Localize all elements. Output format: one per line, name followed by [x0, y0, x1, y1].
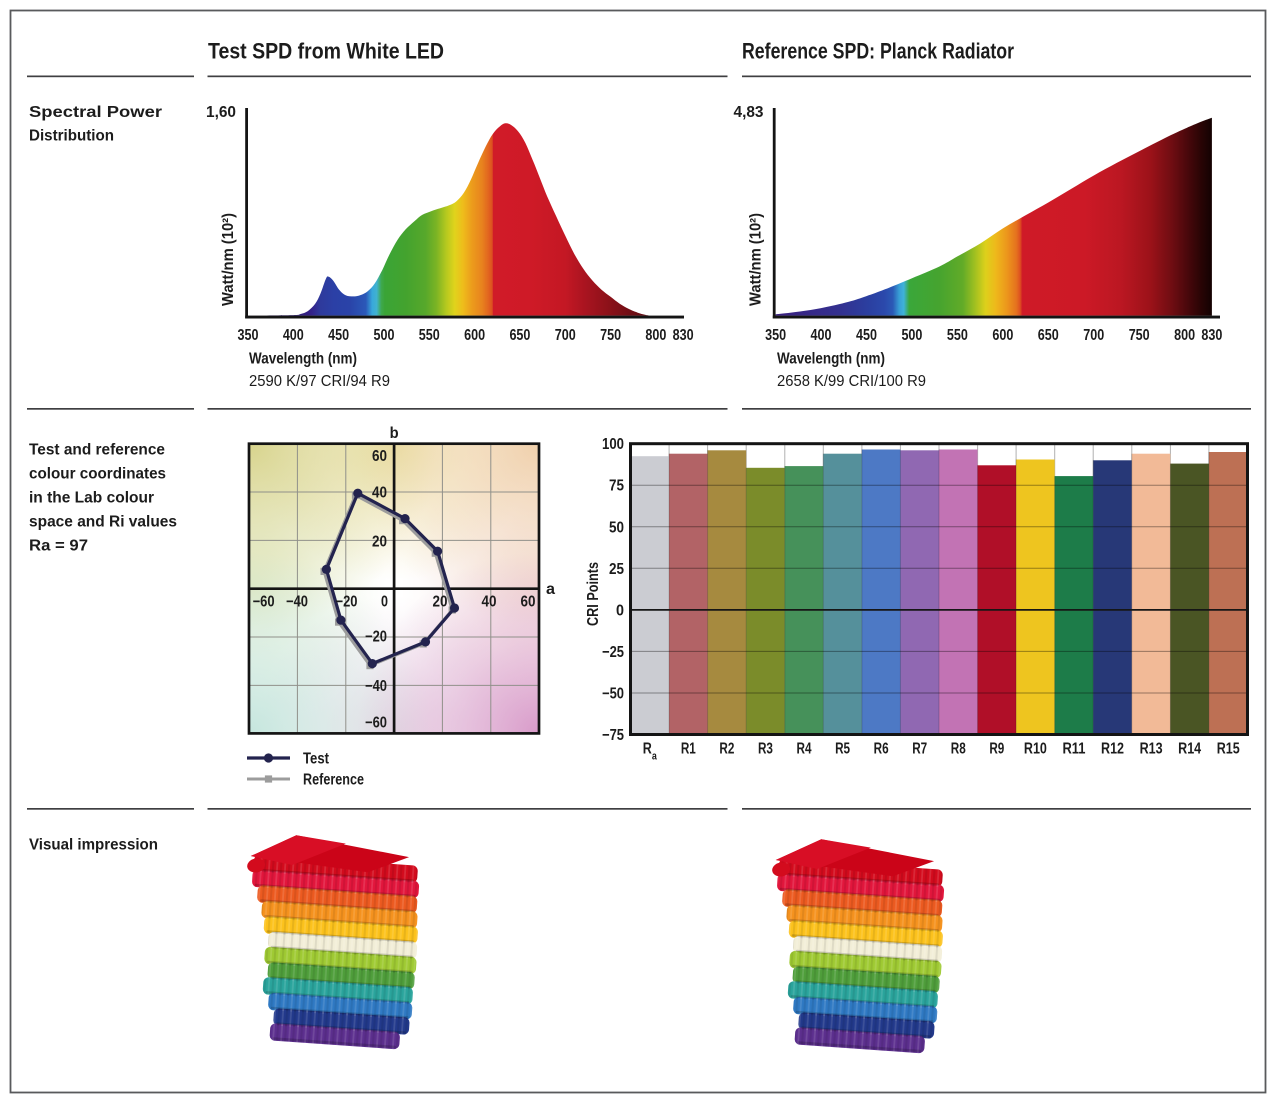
svg-text:800: 800 [1174, 327, 1195, 344]
svg-text:750: 750 [1129, 327, 1150, 344]
svg-text:R4: R4 [797, 741, 812, 758]
svg-text:450: 450 [856, 327, 877, 344]
svg-text:R13: R13 [1140, 741, 1163, 758]
svg-text:Test and reference: Test and reference [29, 441, 165, 458]
svg-text:Distribution: Distribution [29, 128, 114, 145]
svg-text:−60: −60 [253, 594, 275, 611]
svg-text:500: 500 [901, 327, 922, 344]
svg-text:2590 K/97 CRI/94 R9: 2590 K/97 CRI/94 R9 [249, 373, 390, 390]
svg-text:CRI Points: CRI Points [585, 562, 602, 626]
svg-text:4,83: 4,83 [734, 104, 764, 121]
svg-text:Watt/nm (10²): Watt/nm (10²) [220, 213, 237, 306]
svg-text:R7: R7 [912, 741, 927, 758]
svg-text:colour coordinates: colour coordinates [29, 465, 166, 482]
svg-text:60: 60 [372, 448, 387, 465]
svg-text:Test: Test [303, 751, 329, 768]
svg-text:830: 830 [1201, 327, 1222, 344]
svg-text:2658 K/99 CRI/100 R9: 2658 K/99 CRI/100 R9 [777, 373, 926, 390]
svg-text:700: 700 [555, 327, 576, 344]
svg-text:600: 600 [464, 327, 485, 344]
svg-text:0: 0 [616, 602, 624, 619]
svg-text:1,60: 1,60 [206, 104, 236, 121]
svg-text:450: 450 [328, 327, 349, 344]
svg-text:Wavelength (nm): Wavelength (nm) [777, 351, 885, 368]
svg-text:0: 0 [381, 594, 388, 611]
svg-text:50: 50 [609, 519, 624, 536]
svg-text:R9: R9 [989, 741, 1004, 758]
svg-text:space and Ri values: space and Ri values [29, 513, 177, 530]
svg-text:−50: −50 [602, 685, 624, 702]
svg-text:75: 75 [609, 478, 624, 495]
svg-text:b: b [390, 425, 399, 442]
svg-text:Visual impression: Visual impression [29, 837, 158, 854]
svg-text:500: 500 [373, 327, 394, 344]
svg-text:550: 550 [947, 327, 968, 344]
svg-text:750: 750 [600, 327, 621, 344]
svg-text:650: 650 [509, 327, 530, 344]
svg-text:400: 400 [283, 327, 304, 344]
svg-text:350: 350 [238, 327, 259, 344]
svg-text:in the Lab colour: in the Lab colour [29, 489, 154, 506]
svg-text:−40: −40 [365, 678, 387, 695]
svg-text:25: 25 [609, 561, 624, 578]
svg-text:800: 800 [645, 327, 666, 344]
svg-text:350: 350 [765, 327, 786, 344]
svg-text:650: 650 [1038, 327, 1059, 344]
svg-text:−60: −60 [365, 715, 387, 732]
svg-text:R14: R14 [1178, 741, 1201, 758]
svg-text:20: 20 [372, 533, 387, 550]
svg-text:40: 40 [482, 594, 497, 611]
svg-text:−25: −25 [602, 644, 624, 661]
svg-text:R8: R8 [951, 741, 966, 758]
svg-text:700: 700 [1083, 327, 1104, 344]
svg-text:R12: R12 [1101, 741, 1124, 758]
svg-text:a: a [546, 581, 555, 598]
svg-text:R6: R6 [874, 741, 889, 758]
svg-text:−40: −40 [286, 594, 308, 611]
svg-text:Test SPD from White LED: Test SPD from White LED [208, 39, 444, 64]
svg-text:100: 100 [602, 436, 624, 453]
svg-text:−20: −20 [336, 594, 358, 611]
svg-text:Spectral Power: Spectral Power [29, 104, 162, 121]
svg-text:400: 400 [811, 327, 832, 344]
svg-text:R3: R3 [758, 741, 773, 758]
svg-text:R2: R2 [719, 741, 734, 758]
svg-text:R5: R5 [835, 741, 850, 758]
svg-text:20: 20 [433, 594, 448, 611]
svg-text:Reference SPD: Planck Radiator: Reference SPD: Planck Radiator [742, 39, 1014, 64]
svg-text:40: 40 [372, 485, 387, 502]
svg-text:600: 600 [992, 327, 1013, 344]
svg-text:Ra = 97: Ra = 97 [29, 537, 88, 554]
svg-text:Wavelength (nm): Wavelength (nm) [249, 351, 357, 368]
svg-text:830: 830 [673, 327, 694, 344]
svg-text:Reference: Reference [303, 772, 364, 789]
svg-text:R11: R11 [1062, 741, 1085, 758]
svg-text:60: 60 [521, 594, 536, 611]
svg-text:R15: R15 [1217, 741, 1240, 758]
svg-text:R10: R10 [1024, 741, 1047, 758]
svg-text:−20: −20 [365, 628, 387, 645]
svg-text:−75: −75 [602, 727, 624, 744]
svg-text:550: 550 [419, 327, 440, 344]
svg-text:R1: R1 [681, 741, 696, 758]
svg-text:Watt/nm (10²): Watt/nm (10²) [748, 213, 765, 306]
